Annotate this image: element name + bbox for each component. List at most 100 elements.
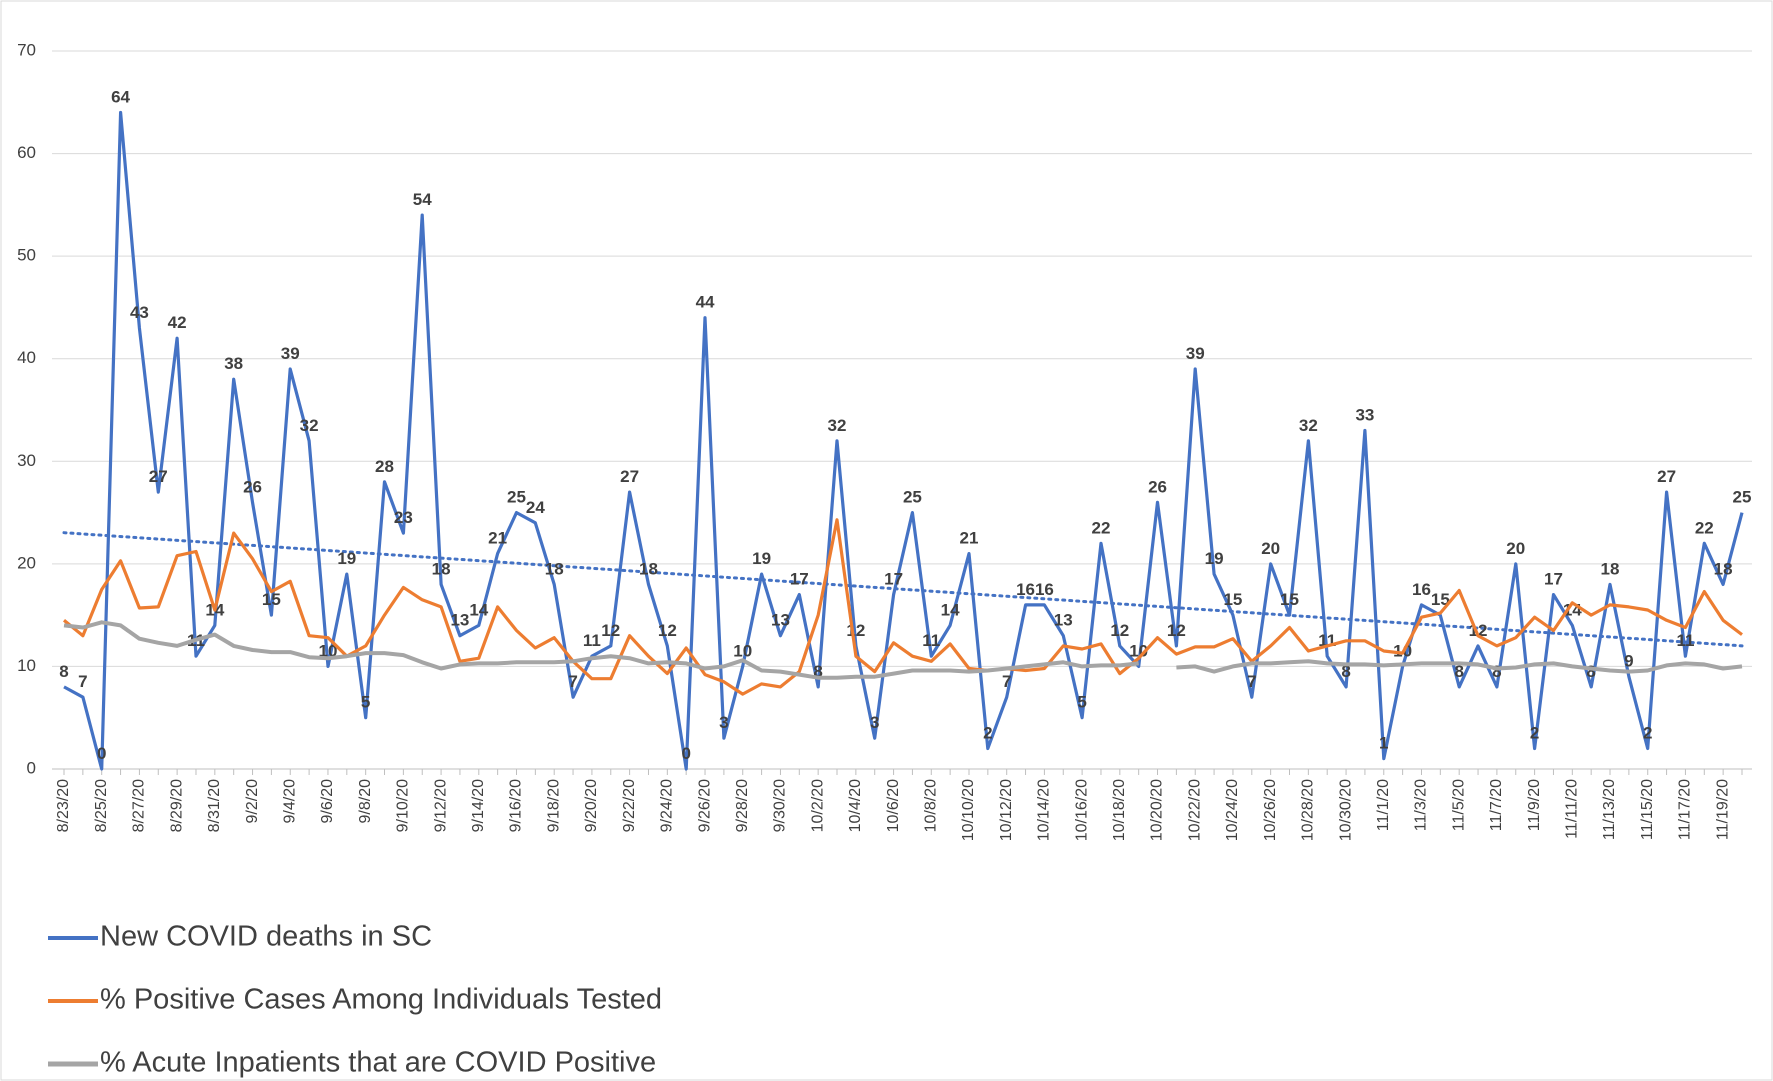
x-tick-label: 10/4/20 xyxy=(847,779,864,832)
data-label: 25 xyxy=(903,488,922,507)
x-tick-label: 10/2/20 xyxy=(809,779,826,832)
data-label: 7 xyxy=(78,672,87,691)
data-label: 20 xyxy=(1261,539,1280,558)
x-tick-label: 11/13/20 xyxy=(1601,779,1618,840)
data-label: 54 xyxy=(413,190,432,209)
data-label: 28 xyxy=(375,457,394,476)
x-tick-label: 9/28/20 xyxy=(734,779,751,832)
data-label: 10 xyxy=(733,641,752,660)
data-label: 12 xyxy=(1167,621,1186,640)
data-label: 11 xyxy=(583,631,601,650)
x-tick-label: 11/5/20 xyxy=(1450,779,1467,831)
data-label: 11 xyxy=(922,631,940,650)
x-tick-label: 10/28/20 xyxy=(1300,779,1317,841)
y-tick-label: 0 xyxy=(27,758,36,777)
series-line xyxy=(63,620,1743,680)
x-tick-label: 11/7/20 xyxy=(1488,779,1505,831)
data-label: 11 xyxy=(1676,631,1694,650)
x-tick-label: 10/10/20 xyxy=(960,779,977,841)
x-tick-label: 10/16/20 xyxy=(1073,779,1090,841)
x-tick-label: 9/4/20 xyxy=(281,779,298,824)
data-label: 2 xyxy=(1530,723,1539,742)
data-label: 9 xyxy=(1624,652,1633,671)
data-label: 39 xyxy=(281,344,300,363)
data-label: 1 xyxy=(1379,734,1388,753)
data-label: 27 xyxy=(1657,467,1676,486)
data-label: 7 xyxy=(1002,672,1011,691)
data-label: 12 xyxy=(846,621,865,640)
data-label: 8 xyxy=(1586,662,1595,681)
data-label: 13 xyxy=(450,611,469,630)
x-tick-label: 8/25/20 xyxy=(93,779,110,832)
data-label: 3 xyxy=(870,713,879,732)
x-tick-label: 9/8/20 xyxy=(357,779,374,824)
data-label: 14 xyxy=(941,600,960,619)
data-label: 7 xyxy=(1247,672,1256,691)
data-label: 42 xyxy=(168,313,187,332)
x-tick-label: 9/12/20 xyxy=(432,779,449,832)
data-label: 17 xyxy=(884,570,903,589)
data-label: 19 xyxy=(337,549,356,568)
data-label: 32 xyxy=(828,416,847,435)
data-label: 25 xyxy=(507,488,526,507)
x-tick-label: 10/18/20 xyxy=(1111,779,1128,841)
data-label: 8 xyxy=(1341,662,1350,681)
data-label: 8 xyxy=(1492,662,1501,681)
series-line xyxy=(62,518,1743,696)
data-label: 7 xyxy=(568,672,577,691)
data-label: 18 xyxy=(639,559,658,578)
data-label: 18 xyxy=(1601,559,1620,578)
data-label: 2 xyxy=(983,723,992,742)
x-tick-label: 11/15/20 xyxy=(1639,779,1656,840)
x-tick-label: 11/11/20 xyxy=(1564,779,1581,839)
data-label: 13 xyxy=(771,611,790,630)
data-label: 33 xyxy=(1355,406,1374,425)
data-label: 12 xyxy=(1110,621,1129,640)
data-label: 0 xyxy=(97,744,106,763)
data-label: 0 xyxy=(681,744,690,763)
y-tick-label: 50 xyxy=(17,246,36,265)
data-label: 13 xyxy=(1054,611,1073,630)
data-label: 24 xyxy=(526,498,545,517)
x-tick-label: 9/30/20 xyxy=(772,779,789,832)
data-label: 17 xyxy=(1544,570,1563,589)
data-label: 25 xyxy=(1733,488,1752,507)
data-label: 20 xyxy=(1506,539,1525,558)
x-tick-label: 8/29/20 xyxy=(168,779,185,832)
data-label: 18 xyxy=(432,559,451,578)
x-tick-label: 11/19/20 xyxy=(1714,779,1731,840)
data-label: 21 xyxy=(488,529,507,548)
trendline xyxy=(62,531,1744,648)
y-tick-label: 60 xyxy=(17,143,36,162)
x-tick-label: 10/6/20 xyxy=(885,779,902,832)
data-label: 16 xyxy=(1412,580,1431,599)
data-label: 18 xyxy=(1714,559,1733,578)
data-label: 26 xyxy=(243,477,262,496)
x-tick-label: 9/6/20 xyxy=(319,779,336,824)
x-tick-label: 8/31/20 xyxy=(206,779,223,832)
data-label: 15 xyxy=(1280,590,1299,609)
data-label: 16 xyxy=(1016,580,1035,599)
data-label: 19 xyxy=(752,549,771,568)
x-tick-label: 10/14/20 xyxy=(1036,779,1053,841)
x-tick-label: 10/8/20 xyxy=(922,779,939,832)
series-line xyxy=(63,110,1744,771)
x-tick-label: 9/24/20 xyxy=(659,779,676,832)
data-label: 22 xyxy=(1695,518,1714,537)
data-label: 27 xyxy=(620,467,639,486)
data-label: 43 xyxy=(130,303,149,322)
data-label: 15 xyxy=(1223,590,1242,609)
data-label: 38 xyxy=(224,354,243,373)
data-label: 26 xyxy=(1148,477,1167,496)
legend-label: % Positive Cases Among Individuals Teste… xyxy=(100,984,662,1016)
x-tick-label: 8/23/20 xyxy=(55,779,72,832)
data-label: 2 xyxy=(1643,723,1652,742)
x-tick-label: 10/30/20 xyxy=(1337,779,1354,841)
data-label: 21 xyxy=(960,529,979,548)
y-tick-label: 20 xyxy=(17,553,36,572)
data-label: 3 xyxy=(719,713,728,732)
x-tick-label: 10/20/20 xyxy=(1149,779,1166,841)
y-tick-label: 70 xyxy=(17,40,36,59)
